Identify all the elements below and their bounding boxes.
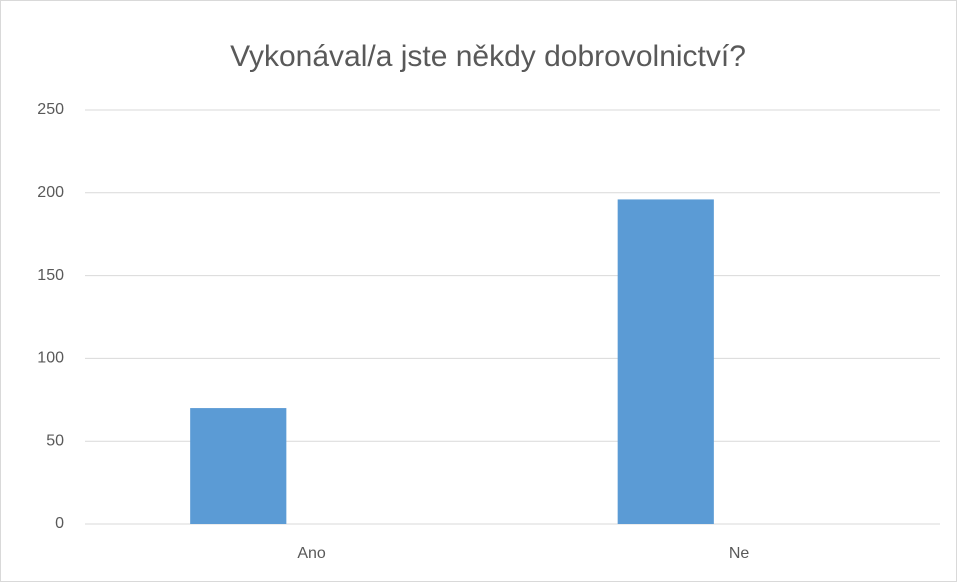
y-tick-label: 150 [37, 267, 64, 284]
y-tick-label: 200 [37, 184, 64, 201]
x-tick-label: Ne [729, 545, 750, 562]
x-tick-label: Ano [297, 545, 326, 562]
y-tick-label: 100 [37, 350, 64, 367]
bar [617, 199, 714, 524]
y-tick-label: 0 [55, 515, 64, 532]
chart-title: Vykonával/a jste někdy dobrovolnictví? [230, 40, 746, 73]
y-tick-label: 50 [46, 432, 64, 449]
bar [190, 408, 287, 524]
y-tick-label: 250 [37, 101, 64, 118]
